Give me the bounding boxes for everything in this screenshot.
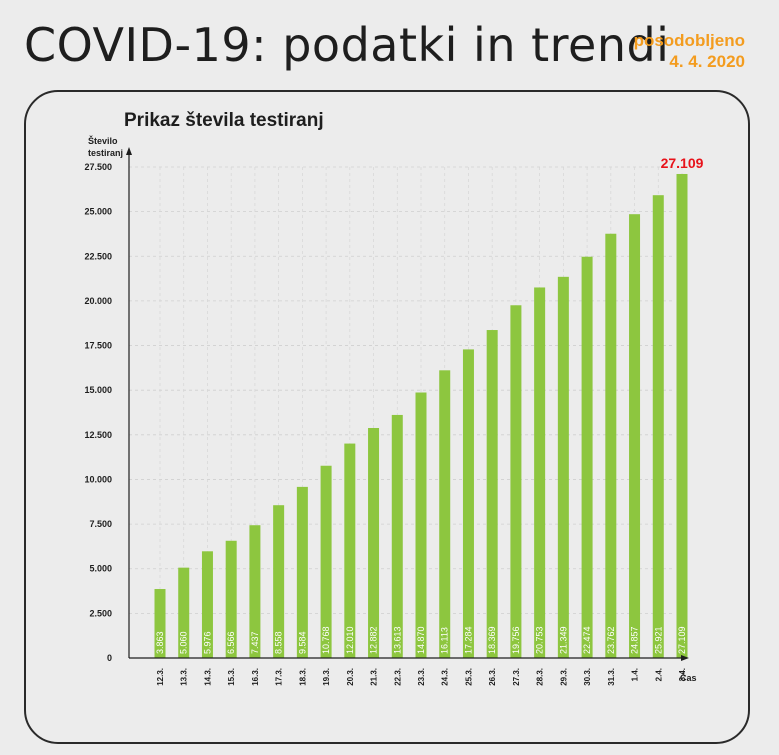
bar bbox=[178, 567, 190, 658]
x-tick-label: 16.3. bbox=[251, 668, 260, 686]
x-tick-label: 13.3. bbox=[180, 668, 189, 686]
bar-value-label: 24.857 bbox=[630, 626, 640, 654]
x-axis-arrow bbox=[681, 655, 689, 661]
x-tick-label: 17.3. bbox=[275, 668, 284, 686]
updated-date: 4. 4. 2020 bbox=[669, 52, 745, 71]
y-tick-label: 0 bbox=[107, 653, 112, 663]
x-tick-label: 24.3. bbox=[441, 668, 450, 686]
y-tick-label: 15.000 bbox=[84, 385, 112, 395]
page-title: COVID-19: podatki in trendi bbox=[24, 18, 670, 72]
bar-value-label: 14.870 bbox=[416, 626, 426, 654]
bar bbox=[201, 551, 213, 658]
x-tick-label: 26.3. bbox=[488, 668, 497, 686]
bar-value-label: 12.882 bbox=[369, 626, 379, 654]
y-axis-label-line1: Število bbox=[88, 135, 118, 146]
bar-value-label: 12.010 bbox=[345, 626, 355, 654]
bar-value-label: 8.558 bbox=[274, 631, 284, 654]
x-tick-label: 18.3. bbox=[298, 668, 307, 686]
x-tick-label: 25.3. bbox=[464, 668, 473, 686]
highlight-value-label: 27.109 bbox=[661, 155, 704, 171]
bar bbox=[391, 414, 403, 658]
y-tick-label: 5.000 bbox=[89, 564, 112, 574]
x-tick-label: 29.3. bbox=[559, 668, 568, 686]
x-axis-label: Čas bbox=[680, 672, 697, 683]
bar-value-label: 13.613 bbox=[392, 626, 402, 654]
x-tick-labels: 12.3. 13.3. 14.3. 15.3. 16.3. 17.3. 18.3. 19.3.… bbox=[156, 668, 687, 686]
bar bbox=[534, 287, 546, 658]
bar bbox=[629, 214, 641, 658]
y-tick-label: 7.500 bbox=[89, 519, 112, 529]
bar bbox=[439, 370, 451, 658]
bar bbox=[605, 233, 617, 658]
bar-value-label: 7.437 bbox=[250, 631, 260, 654]
bar-value-label: 3.863 bbox=[155, 631, 165, 654]
x-tick-label: 20.3. bbox=[346, 668, 355, 686]
bar bbox=[225, 540, 237, 658]
x-tick-label: 31.3. bbox=[607, 668, 616, 686]
bar bbox=[510, 305, 522, 658]
bar bbox=[676, 173, 688, 658]
x-tick-label: 27.3. bbox=[512, 668, 521, 686]
x-tick-label: 1.4. bbox=[631, 668, 640, 681]
bar-value-label: 16.113 bbox=[440, 627, 450, 654]
updated-label: posodobljeno bbox=[633, 31, 745, 50]
bar-value-label: 5.976 bbox=[202, 631, 212, 654]
bar-value-label: 6.566 bbox=[226, 631, 236, 654]
bar bbox=[486, 330, 498, 658]
y-tick-label: 22.500 bbox=[84, 251, 112, 261]
bar bbox=[368, 427, 380, 658]
bar bbox=[344, 443, 356, 658]
x-tick-label: 21.3. bbox=[370, 668, 379, 686]
x-tick-label: 30.3. bbox=[583, 668, 592, 686]
bars: 3.863 5.060 5.976 6.566 7.437 8.558 9.584 10.76… bbox=[154, 173, 688, 658]
bar-value-label: 18.369 bbox=[487, 626, 497, 654]
bar-value-label: 19.756 bbox=[511, 626, 521, 654]
bar-value-label: 17.284 bbox=[463, 626, 473, 654]
y-axis-arrow bbox=[126, 147, 132, 155]
y-tick-label: 2.500 bbox=[89, 608, 112, 618]
bar bbox=[273, 505, 285, 658]
y-tick-label: 17.500 bbox=[84, 341, 112, 351]
x-tick-label: 3.4. bbox=[678, 668, 687, 681]
chart-title: Prikaz števila testiranj bbox=[124, 110, 324, 131]
y-tick-label: 27.500 bbox=[84, 162, 112, 172]
x-tick-label: 28.3. bbox=[536, 668, 545, 686]
x-tick-label: 2.4. bbox=[654, 668, 663, 681]
y-tick-label: 12.500 bbox=[84, 430, 112, 440]
bar bbox=[557, 276, 569, 658]
x-tick-label: 19.3. bbox=[322, 668, 331, 686]
bar-value-label: 25.921 bbox=[653, 626, 663, 654]
bar-value-label: 20.753 bbox=[535, 626, 545, 654]
y-tick-labels: 0 2.500 5.000 7.500 10.000 12.500 15.000 17.500… bbox=[84, 162, 112, 663]
chart-card bbox=[24, 90, 750, 744]
axes: Število testiranj Čas bbox=[88, 135, 697, 683]
bar-value-label: 5.060 bbox=[179, 631, 189, 654]
y-axis-label-line2: testiranj bbox=[88, 148, 123, 158]
bar bbox=[462, 349, 474, 658]
bar bbox=[296, 486, 308, 658]
x-tick-label: 12.3. bbox=[156, 668, 165, 686]
bar bbox=[249, 525, 261, 658]
y-tick-label: 25.000 bbox=[84, 207, 112, 217]
bar-value-label: 22.474 bbox=[582, 626, 592, 654]
bar bbox=[581, 256, 593, 658]
bar-value-label: 10.768 bbox=[321, 626, 331, 654]
y-tick-label: 20.000 bbox=[84, 296, 112, 306]
bar-value-label: 21.349 bbox=[558, 626, 568, 654]
bar-value-label: 27.109 bbox=[677, 626, 687, 654]
x-tick-label: 14.3. bbox=[203, 668, 212, 686]
x-tick-label: 22.3. bbox=[393, 668, 402, 686]
bar bbox=[415, 392, 427, 658]
y-tick-label: 10.000 bbox=[84, 474, 112, 484]
bar bbox=[154, 589, 166, 658]
bar-value-label: 23.762 bbox=[606, 626, 616, 654]
x-tick-label: 15.3. bbox=[227, 668, 236, 686]
bar bbox=[652, 195, 664, 658]
updated-badge: posodobljeno 4. 4. 2020 bbox=[634, 30, 745, 72]
bar-value-label: 9.584 bbox=[297, 631, 307, 654]
bar bbox=[320, 465, 332, 658]
x-tick-label: 23.3. bbox=[417, 668, 426, 686]
